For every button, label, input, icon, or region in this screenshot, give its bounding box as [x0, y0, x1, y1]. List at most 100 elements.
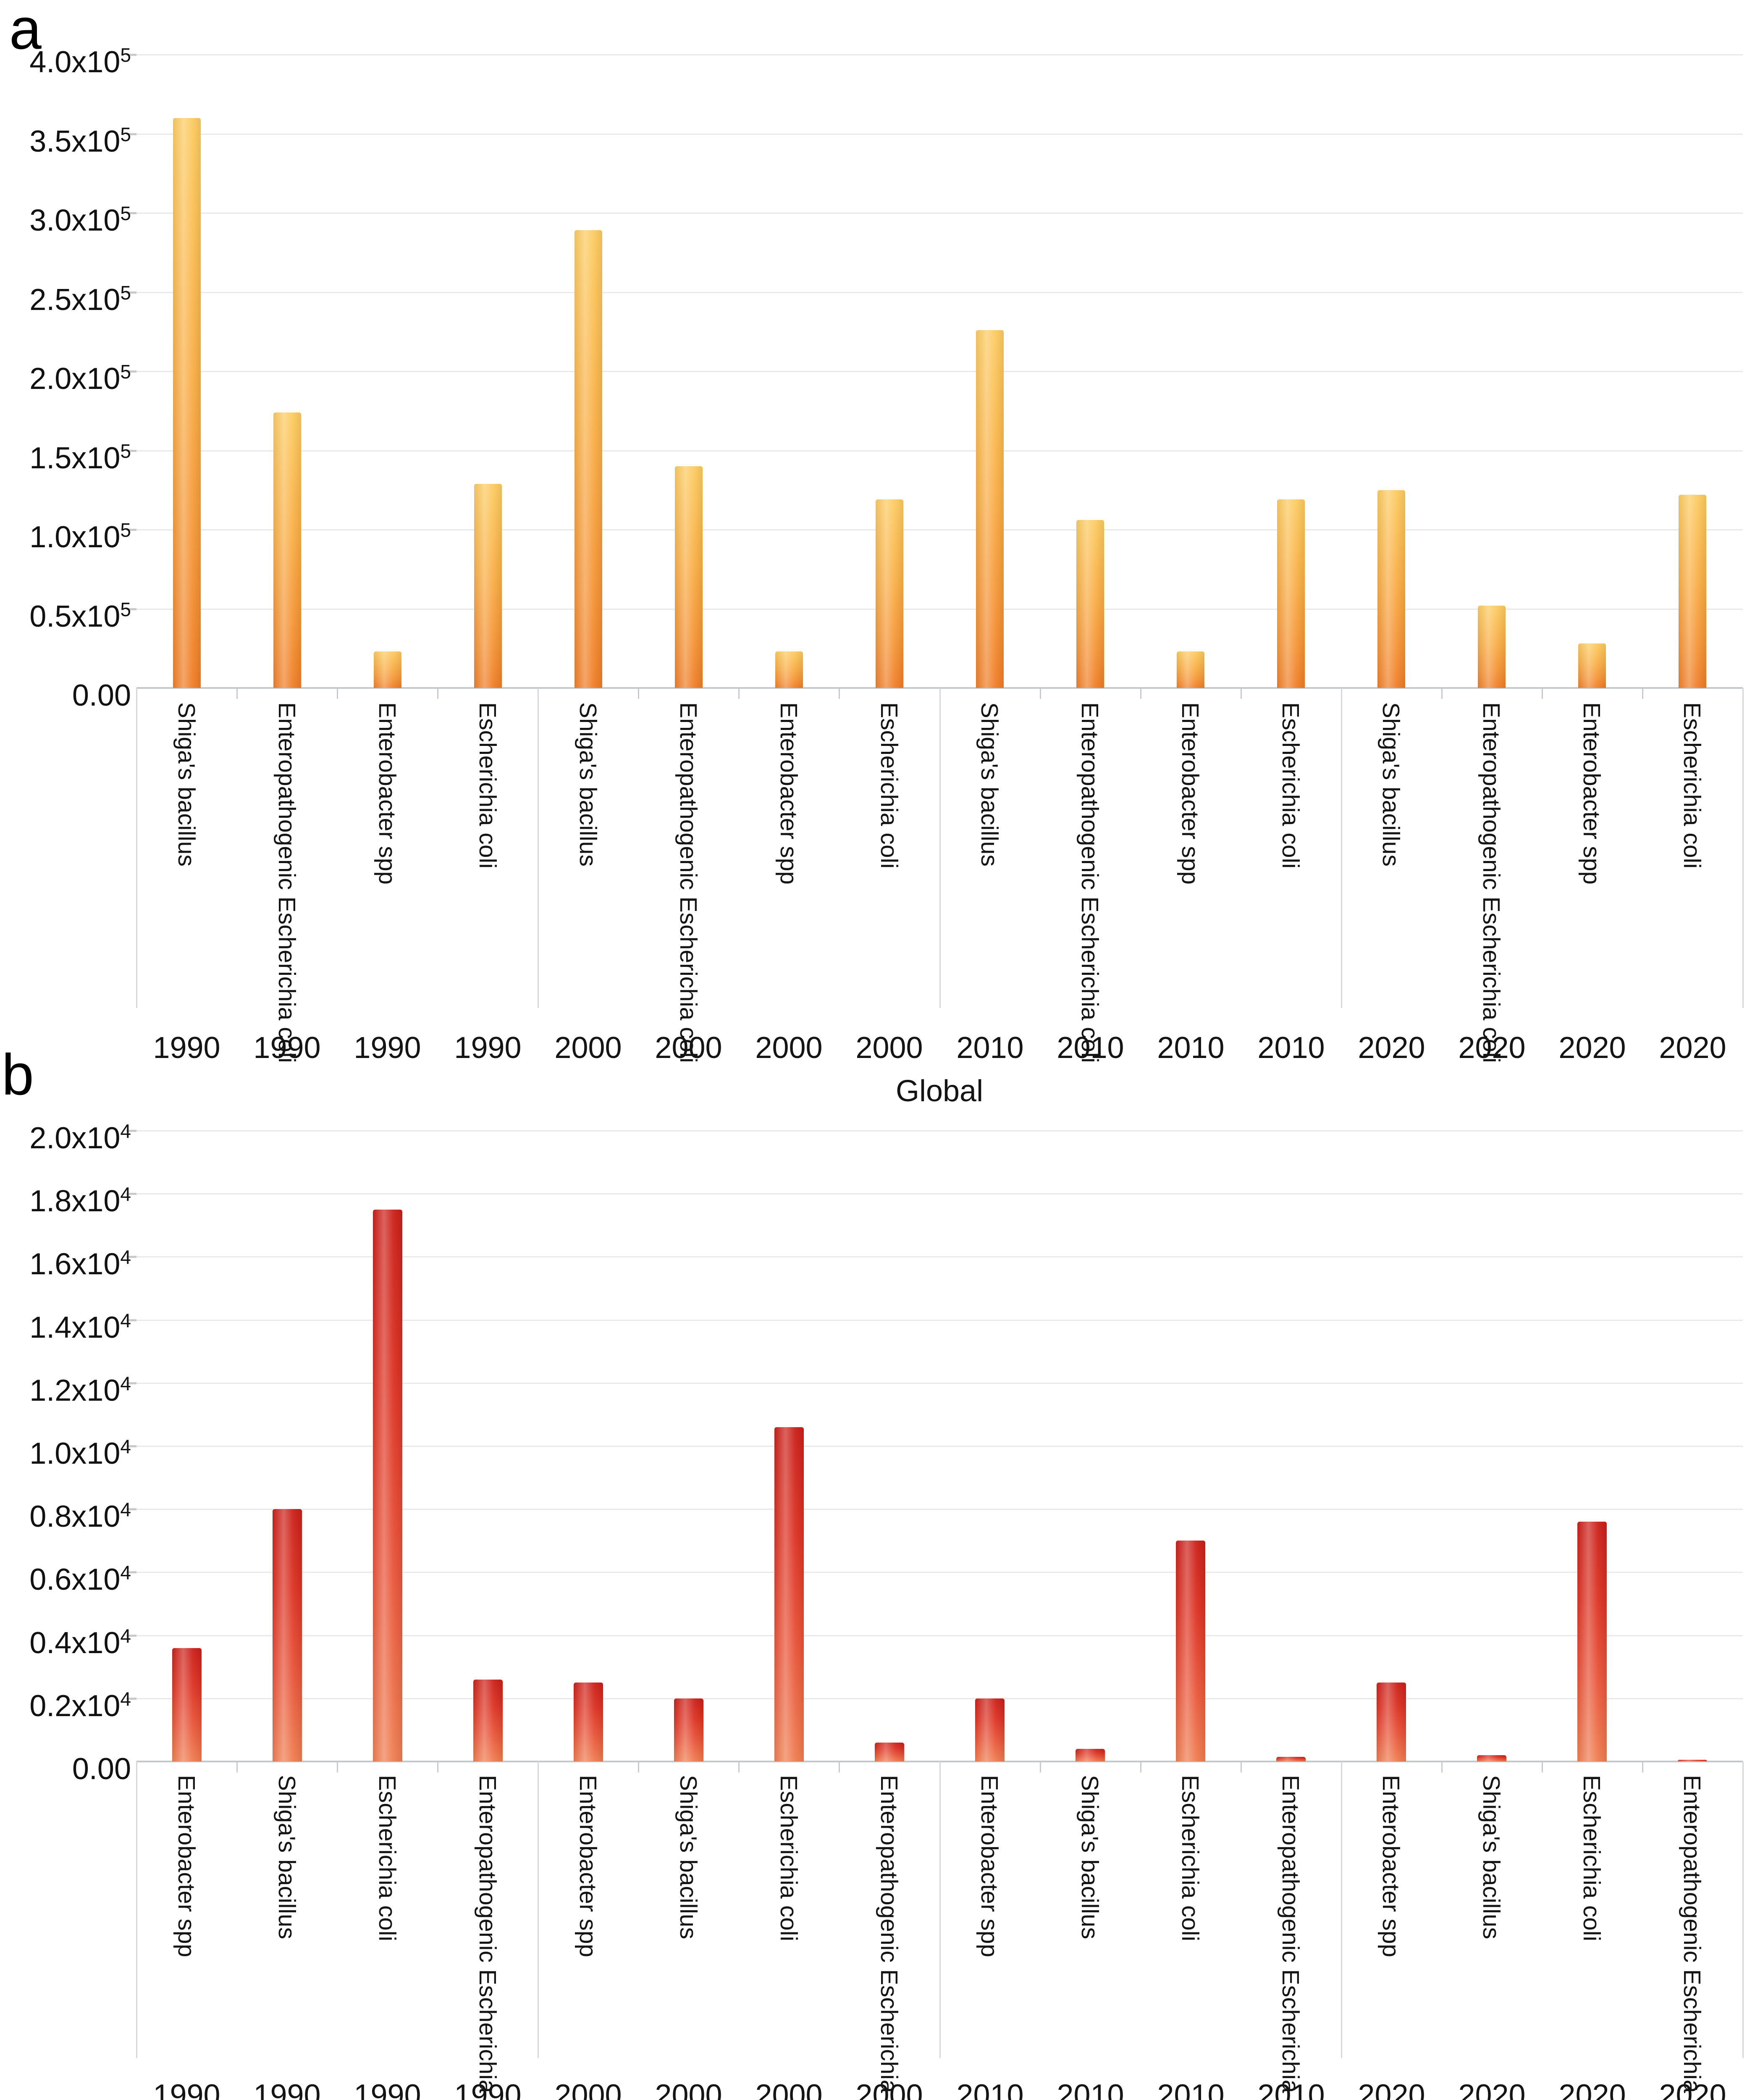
bar [1377, 490, 1405, 688]
y-tick-label: 1.0x105 [29, 519, 131, 554]
category-label: Shiga's bacillus [976, 702, 1003, 867]
y-axis-tick [126, 1130, 136, 1132]
category-label: Enteropathogenic Escherichia coli [1076, 702, 1103, 1063]
year-group-separator [1341, 688, 1342, 1008]
category-label: Enteropathogenic Escherichia coli [675, 702, 702, 1063]
bar [574, 1683, 603, 1761]
exponent: 4 [120, 1436, 131, 1457]
year-label: 2010 [1057, 1031, 1124, 1065]
category-label: Enterobacter spp [374, 702, 401, 885]
category-label: Enterobacter spp [1377, 1775, 1404, 1958]
category-label: Shiga's bacillus [273, 1775, 300, 1940]
category-label: Shiga's bacillus [1377, 702, 1404, 867]
category-label: Escherichia coli [1277, 702, 1304, 869]
year-group-separator [136, 688, 137, 1008]
category-boundary-tick [638, 1761, 640, 1772]
year-label: 2000 [554, 2079, 622, 2100]
category-boundary-tick [1039, 688, 1041, 699]
category-boundary-tick [1240, 1761, 1242, 1772]
category-boundary-tick [638, 688, 640, 699]
y-tick-label: 3.0x105 [29, 202, 131, 237]
category-label: Shiga's bacillus [1076, 1775, 1103, 1940]
year-label: 2010 [1257, 1031, 1325, 1065]
y-axis-tick [126, 1382, 136, 1384]
bar [373, 1210, 402, 1761]
year-label: 2000 [855, 2079, 923, 2100]
panel-b-letter: b [2, 1042, 34, 1107]
gridline [136, 608, 1743, 610]
y-axis-tick [126, 133, 136, 135]
year-label: 2020 [1358, 1031, 1425, 1065]
year-label: 1990 [153, 2079, 220, 2100]
category-boundary-tick [337, 1761, 338, 1772]
year-group-separator [1742, 1761, 1744, 2058]
exponent: 4 [120, 1120, 131, 1142]
category-boundary-tick [1642, 1761, 1643, 1772]
y-tick-label: 1.8x104 [29, 1183, 131, 1218]
bar [1177, 651, 1204, 688]
gridline [136, 1256, 1743, 1258]
y-axis-tick [126, 1697, 136, 1700]
y-axis-tick [126, 1319, 136, 1321]
y-axis-tick [126, 54, 136, 56]
gridline [136, 529, 1743, 530]
year-label: 1990 [454, 2079, 522, 2100]
y-axis-tick [126, 1193, 136, 1195]
y-axis-tick [126, 1634, 136, 1637]
category-boundary-tick [337, 688, 338, 699]
bar [575, 230, 602, 688]
bar [1478, 606, 1506, 688]
year-group-separator [136, 1761, 137, 2058]
exponent: 4 [120, 1246, 131, 1268]
bar [1276, 1757, 1306, 1761]
y-axis-tick [126, 370, 136, 373]
y-axis-tick [126, 529, 136, 531]
category-label: Enterobacter spp [575, 1775, 601, 1958]
y-tick-label: 0.00 [72, 1752, 131, 1786]
category-boundary-tick [1140, 688, 1141, 699]
category-boundary-tick [437, 1761, 439, 1772]
bar [774, 1427, 804, 1761]
bar [374, 651, 401, 688]
exponent: 4 [120, 1499, 131, 1521]
year-label: 2000 [755, 1031, 823, 1065]
category-label: Escherichia coli [1177, 1775, 1204, 1941]
exponent: 5 [120, 519, 131, 541]
bar [473, 1680, 503, 1761]
category-boundary-tick [1441, 688, 1443, 699]
year-label: 2010 [1057, 2079, 1124, 2100]
category-label: Escherichia coli [474, 702, 501, 869]
y-tick-label: 2.0x104 [29, 1120, 131, 1155]
bar [1577, 1522, 1607, 1761]
year-label: 1990 [354, 2079, 421, 2100]
bar [273, 412, 301, 688]
bar [1678, 1760, 1707, 1761]
category-boundary-tick [839, 688, 840, 699]
y-tick-label: 2.5x105 [29, 281, 131, 317]
exponent: 5 [120, 440, 131, 462]
bar [1076, 1749, 1105, 1761]
category-boundary-tick [1039, 1761, 1041, 1772]
year-label: 2010 [1157, 1031, 1225, 1065]
year-label: 2000 [655, 2079, 722, 2100]
bar [1277, 499, 1305, 688]
bar [1477, 1755, 1506, 1761]
year-label: 2000 [755, 2079, 823, 2100]
gridline [136, 1698, 1743, 1699]
bar [775, 651, 803, 688]
category-boundary-tick [437, 688, 439, 699]
bar [1176, 1541, 1205, 1761]
category-boundary-tick [1441, 1761, 1443, 1772]
category-label: Escherichia coli [1679, 702, 1705, 869]
gridline [136, 1509, 1743, 1510]
category-boundary-tick [1541, 688, 1543, 699]
bar [975, 1698, 1005, 1761]
y-axis-tick [126, 449, 136, 452]
gridline [136, 1635, 1743, 1636]
y-axis-tick [126, 212, 136, 214]
category-label: Escherichia coli [876, 702, 902, 869]
y-tick-label: 0.6x104 [29, 1562, 131, 1597]
y-tick-label: 0.4x104 [29, 1625, 131, 1660]
category-label: Shiga's bacillus [1478, 1775, 1505, 1940]
category-label: Enterobacter spp [775, 702, 802, 885]
